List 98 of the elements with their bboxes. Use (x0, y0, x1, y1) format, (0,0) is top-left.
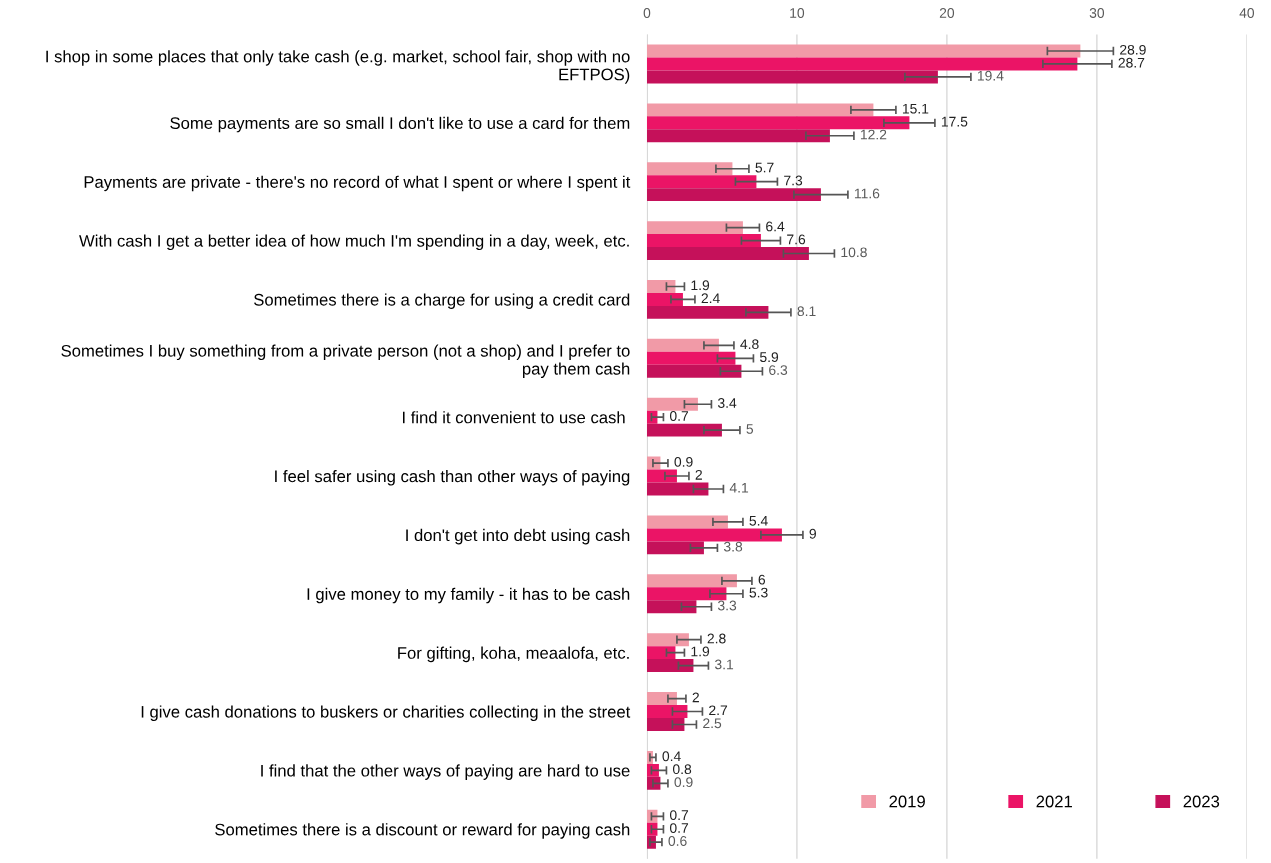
x-tick-label: 10 (790, 8, 805, 18)
data-label: 0.9 (674, 456, 693, 467)
bar (646, 351, 736, 365)
legend-label: 2021 (1036, 795, 1072, 808)
bar (646, 57, 1078, 71)
y-tick-label: For gifting, koha, meaalofa, etc. (398, 646, 629, 663)
data-label: 2.5 (703, 718, 722, 729)
bar (646, 469, 677, 483)
y-tick-label: Payments are private - there's no record of what I spent or where I spent it (84, 175, 631, 192)
data-label: 2.8 (707, 633, 726, 644)
data-label: 5.3 (749, 587, 768, 598)
data-label: 4.8 (740, 339, 759, 350)
bar (646, 423, 722, 437)
y-tick-label: I feel safer using cash than other ways of paying (275, 470, 630, 486)
bar (646, 162, 733, 176)
bar (646, 234, 761, 248)
y-tick-label: Sometimes there is a charge for using a credit card (254, 293, 630, 309)
bar (646, 44, 1081, 58)
bar (646, 692, 677, 706)
data-label: 6.4 (766, 221, 785, 232)
data-label: 7.6 (787, 234, 806, 245)
bar (646, 188, 821, 202)
data-label: 19.4 (977, 70, 1004, 81)
bar (646, 221, 743, 235)
y-tick-label: Sometimes I buy something from a private person (not a shop) and I prefer to pay them cash (61, 344, 630, 378)
bar (646, 338, 719, 352)
legend-label: 2023 (1183, 795, 1220, 808)
data-label: 10.8 (841, 247, 867, 258)
bar (646, 116, 910, 130)
data-label: 0.9 (674, 777, 693, 788)
bar (646, 364, 742, 378)
y-tick-label: I find that the other ways of paying are hard to use (261, 764, 630, 780)
data-label: 1.9 (691, 280, 710, 291)
bar (646, 292, 683, 306)
bar (646, 528, 782, 542)
bar (646, 280, 676, 293)
x-tick-label: 40 (1239, 8, 1255, 18)
bar (646, 305, 769, 319)
data-label: 2.4 (701, 293, 720, 304)
legend-label: 2019 (889, 795, 925, 808)
y-tick-label: I find it convenient to use cash (402, 411, 625, 424)
bar (646, 70, 938, 84)
data-label: 3.8 (723, 541, 743, 552)
data-label: 11.6 (854, 188, 880, 199)
y-tick-label: I give cash donations to buskers or charities collecting in the street (141, 705, 631, 722)
data-label: 4.1 (729, 483, 749, 493)
data-label: 3.1 (714, 659, 734, 670)
data-label: 6.3 (769, 365, 788, 375)
bar (646, 646, 676, 660)
data-label: 0.6 (668, 836, 687, 846)
bar (646, 587, 727, 601)
bar (646, 515, 728, 529)
data-label: 6 (758, 574, 766, 585)
x-tick-label: 0 (643, 8, 651, 18)
bar (646, 705, 688, 718)
data-label: 0.8 (672, 764, 692, 775)
data-label: 17.5 (941, 116, 968, 127)
bar (646, 659, 694, 673)
data-label: 5.7 (755, 162, 774, 173)
bar (646, 574, 737, 588)
bar (646, 247, 809, 260)
data-label: 7.3 (784, 175, 803, 186)
bar (646, 633, 689, 647)
data-label: 0.7 (669, 411, 689, 421)
bar (646, 175, 757, 189)
data-label: 3.3 (717, 600, 737, 611)
y-tick-label: I shop in some places that only take cash (e.g. market, school fair, shop with no EFTPOS) (46, 50, 630, 84)
data-label: 28.9 (1120, 44, 1146, 55)
data-label: 15.1 (902, 103, 929, 114)
data-label: 5 (746, 424, 754, 434)
data-label: 9 (809, 528, 816, 539)
x-tick-label: 30 (1089, 8, 1105, 18)
y-tick-label: With cash I get a better idea of how much I'm spending in a day, week, etc. (79, 234, 629, 251)
y-tick-label: I don't get into debt using cash (406, 528, 630, 545)
data-label: 28.7 (1118, 57, 1145, 68)
x-tick-label: 20 (939, 8, 955, 18)
y-tick-label: Sometimes there is a discount or reward for paying cash (215, 823, 630, 839)
bar (646, 717, 685, 731)
bar (646, 103, 874, 117)
data-label: 1.9 (691, 646, 710, 657)
data-label: 2 (695, 469, 702, 480)
data-label: 5.4 (749, 515, 768, 526)
data-label: 0.4 (662, 751, 681, 762)
data-label: 0.7 (669, 810, 689, 821)
data-label: 12.2 (860, 129, 887, 140)
data-label: 2 (692, 692, 699, 703)
data-label: 3.4 (717, 398, 737, 408)
data-label: 8.1 (797, 306, 816, 317)
y-tick-label: Some payments are so small I don't like to use a card for them (170, 116, 630, 133)
data-label: 5.9 (759, 352, 779, 363)
data-label: 2.7 (709, 705, 728, 716)
data-label: 0.7 (669, 823, 689, 833)
bar (646, 600, 697, 614)
y-tick-label: I give money to my family - it has to be cash (307, 587, 630, 604)
bar (646, 129, 830, 143)
bar (646, 541, 704, 555)
bar (646, 397, 698, 411)
bar (646, 482, 709, 496)
